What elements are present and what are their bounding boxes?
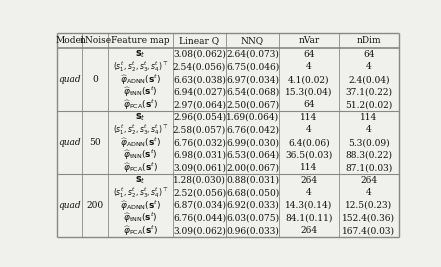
Text: 264: 264 — [300, 226, 318, 235]
Text: 6.53(0.064): 6.53(0.064) — [226, 151, 279, 160]
Text: nVar: nVar — [298, 36, 320, 45]
Text: $(s_1^t, s_2^t, s_3^t, s_4^t)^{\top}$: $(s_1^t, s_2^t, s_3^t, s_4^t)^{\top}$ — [113, 186, 168, 200]
Text: 2.00(0.067): 2.00(0.067) — [226, 163, 279, 172]
Text: 2.54(0.056): 2.54(0.056) — [173, 62, 226, 72]
Text: $(s_1^t, s_2^t, s_3^t, s_4^t)^{\top}$: $(s_1^t, s_2^t, s_3^t, s_4^t)^{\top}$ — [113, 60, 168, 74]
Text: $\widehat{\varphi}_{\mathrm{PCA}}(\mathbf{s}^t)$: $\widehat{\varphi}_{\mathrm{PCA}}(\mathb… — [123, 97, 158, 112]
Text: $\widehat{\varphi}_{\mathrm{PCA}}(\mathbf{s}^t)$: $\widehat{\varphi}_{\mathrm{PCA}}(\mathb… — [123, 160, 158, 175]
Text: 50: 50 — [90, 138, 101, 147]
Text: 0.88(0.031): 0.88(0.031) — [226, 176, 279, 185]
Text: Linear Q: Linear Q — [179, 36, 220, 45]
Text: 0: 0 — [93, 75, 98, 84]
Text: quad: quad — [58, 138, 81, 147]
Text: 6.75(0.046): 6.75(0.046) — [226, 62, 279, 72]
Text: 88.3(0.22): 88.3(0.22) — [345, 151, 392, 160]
Text: $\mathbf{s}_t$: $\mathbf{s}_t$ — [135, 174, 146, 186]
Text: 14.3(0.14): 14.3(0.14) — [285, 201, 333, 210]
Text: Feature map: Feature map — [111, 36, 170, 45]
Text: $\widehat{\varphi}_{\mathrm{tNN}}(\mathbf{s}^t)$: $\widehat{\varphi}_{\mathrm{tNN}}(\mathb… — [123, 85, 158, 99]
Text: 6.68(0.050): 6.68(0.050) — [226, 189, 279, 197]
Text: 84.1(0.11): 84.1(0.11) — [285, 214, 333, 223]
Text: 0.96(0.033): 0.96(0.033) — [226, 226, 279, 235]
Text: 5.3(0.09): 5.3(0.09) — [348, 138, 389, 147]
Text: 1.28(0.030): 1.28(0.030) — [173, 176, 226, 185]
Text: 2.50(0.067): 2.50(0.067) — [226, 100, 279, 109]
Text: 64: 64 — [303, 50, 314, 59]
Text: 200: 200 — [87, 201, 104, 210]
Text: 2.4(0.04): 2.4(0.04) — [348, 75, 389, 84]
Text: 6.03(0.075): 6.03(0.075) — [226, 214, 279, 223]
Text: 2.97(0.064): 2.97(0.064) — [173, 100, 226, 109]
Text: 152.4(0.36): 152.4(0.36) — [342, 214, 395, 223]
Text: 264: 264 — [300, 176, 318, 185]
Text: 64: 64 — [303, 100, 314, 109]
Text: 4.1(0.02): 4.1(0.02) — [288, 75, 329, 84]
Text: 2.96(0.054): 2.96(0.054) — [173, 113, 226, 122]
Text: 6.87(0.034): 6.87(0.034) — [173, 201, 226, 210]
Text: $\widehat{\varphi}_{\mathrm{ADNN}}(\mathbf{s}^t)$: $\widehat{\varphi}_{\mathrm{ADNN}}(\math… — [120, 72, 161, 87]
Text: 87.1(0.03): 87.1(0.03) — [345, 163, 392, 172]
Text: quad: quad — [58, 75, 81, 84]
Text: quad: quad — [58, 201, 81, 210]
Text: 6.76(0.044): 6.76(0.044) — [173, 214, 226, 223]
Text: 6.94(0.027): 6.94(0.027) — [173, 88, 226, 97]
Text: 37.1(0.22): 37.1(0.22) — [345, 88, 392, 97]
Text: $\widehat{\varphi}_{\mathrm{ADNN}}(\mathbf{s}^t)$: $\widehat{\varphi}_{\mathrm{ADNN}}(\math… — [120, 135, 161, 150]
Text: 2.58(0.057): 2.58(0.057) — [173, 125, 226, 135]
Text: 114: 114 — [300, 163, 318, 172]
Text: 114: 114 — [300, 113, 318, 122]
Text: $\widehat{\varphi}_{\mathrm{ADNN}}(\mathbf{s}^t)$: $\widehat{\varphi}_{\mathrm{ADNN}}(\math… — [120, 198, 161, 213]
Text: $\mathbf{s}_t$: $\mathbf{s}_t$ — [135, 49, 146, 60]
Text: 3.08(0.062): 3.08(0.062) — [173, 50, 226, 59]
Text: 3.09(0.061): 3.09(0.061) — [173, 163, 226, 172]
Text: 6.76(0.032): 6.76(0.032) — [173, 138, 226, 147]
Text: 114: 114 — [360, 113, 377, 122]
Text: $\widehat{\varphi}_{\mathrm{PCA}}(\mathbf{s}^t)$: $\widehat{\varphi}_{\mathrm{PCA}}(\mathb… — [123, 223, 158, 238]
Text: 12.5(0.23): 12.5(0.23) — [345, 201, 392, 210]
Text: 6.92(0.033): 6.92(0.033) — [226, 201, 279, 210]
Text: 6.54(0.068): 6.54(0.068) — [226, 88, 279, 97]
Text: 4: 4 — [306, 62, 312, 72]
Text: $\widehat{\varphi}_{\mathrm{tNN}}(\mathbf{s}^t)$: $\widehat{\varphi}_{\mathrm{tNN}}(\mathb… — [123, 211, 158, 225]
Text: $\mathbf{s}_t$: $\mathbf{s}_t$ — [135, 111, 146, 123]
Text: Model: Model — [55, 36, 84, 45]
Text: 36.5(0.03): 36.5(0.03) — [285, 151, 333, 160]
Text: 6.63(0.038): 6.63(0.038) — [173, 75, 226, 84]
Text: 6.97(0.034): 6.97(0.034) — [226, 75, 279, 84]
Text: 6.98(0.031): 6.98(0.031) — [173, 151, 226, 160]
Text: 4: 4 — [306, 189, 312, 197]
Text: 4: 4 — [366, 189, 372, 197]
Text: nNoise: nNoise — [79, 36, 111, 45]
Text: 2.52(0.056): 2.52(0.056) — [173, 189, 226, 197]
Text: 2.64(0.073): 2.64(0.073) — [226, 50, 279, 59]
Text: $(s_1^t, s_2^t, s_3^t, s_4^t)^{\top}$: $(s_1^t, s_2^t, s_3^t, s_4^t)^{\top}$ — [113, 123, 168, 138]
Text: nDim: nDim — [356, 36, 381, 45]
Text: 264: 264 — [360, 176, 377, 185]
Text: 4: 4 — [366, 125, 372, 135]
Text: 51.2(0.02): 51.2(0.02) — [345, 100, 392, 109]
Text: 4: 4 — [306, 125, 312, 135]
Text: 6.99(0.030): 6.99(0.030) — [226, 138, 279, 147]
Text: 167.4(0.03): 167.4(0.03) — [342, 226, 395, 235]
Text: $\widehat{\varphi}_{\mathrm{tNN}}(\mathbf{s}^t)$: $\widehat{\varphi}_{\mathrm{tNN}}(\mathb… — [123, 148, 158, 162]
Text: NNQ: NNQ — [241, 36, 264, 45]
Text: 4: 4 — [366, 62, 372, 72]
Text: 64: 64 — [363, 50, 374, 59]
Text: 15.3(0.04): 15.3(0.04) — [285, 88, 333, 97]
Text: 3.09(0.062): 3.09(0.062) — [173, 226, 226, 235]
Text: 6.76(0.042): 6.76(0.042) — [226, 125, 279, 135]
Text: 6.4(0.06): 6.4(0.06) — [288, 138, 330, 147]
Text: 1.69(0.064): 1.69(0.064) — [226, 113, 279, 122]
